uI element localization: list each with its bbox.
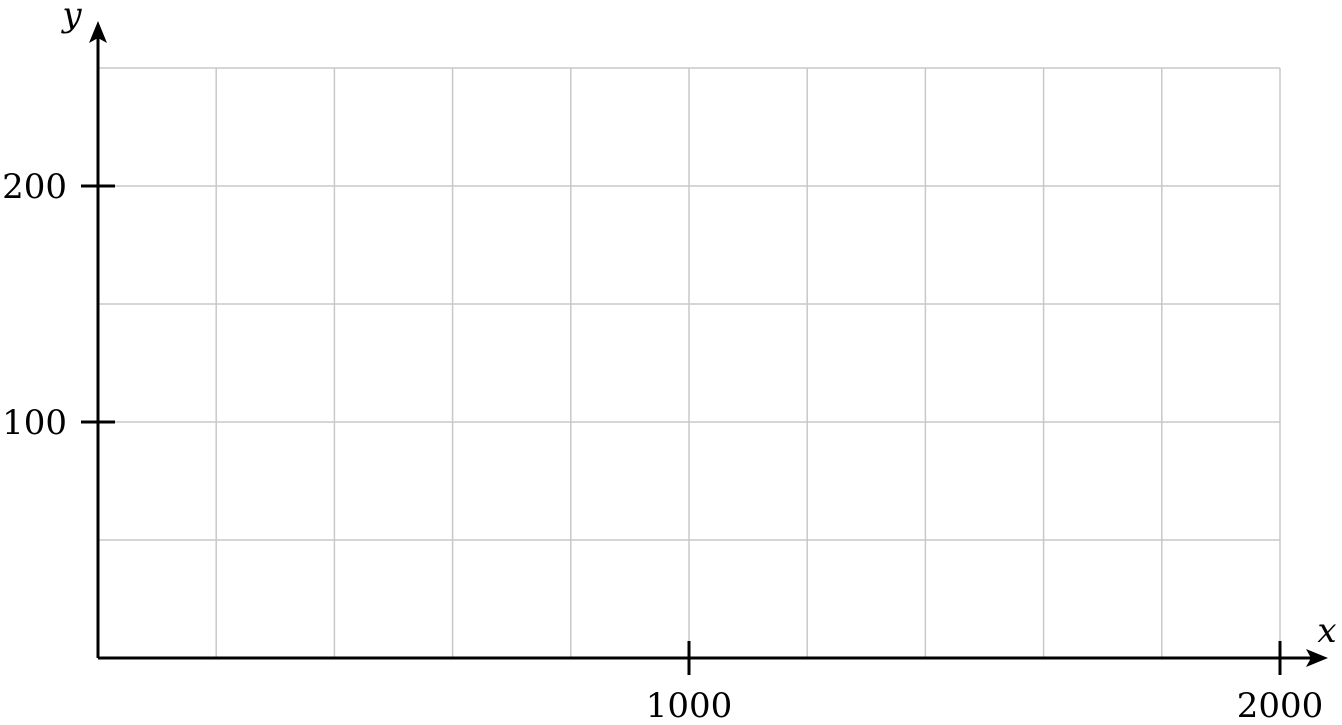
ticks: 1000 2000 100 200 xyxy=(2,167,1323,725)
y-tick-label: 100 xyxy=(2,403,67,443)
x-tick-label: 1000 xyxy=(646,686,733,725)
y-axis-arrow-icon xyxy=(89,21,107,43)
x-axis-arrow-icon xyxy=(1306,649,1328,667)
x-tick-label: 2000 xyxy=(1237,686,1324,725)
y-tick-label: 200 xyxy=(2,167,67,207)
x-axis-label: x xyxy=(1317,611,1336,651)
y-axis-label: y xyxy=(60,0,82,35)
grid xyxy=(98,67,1281,658)
axes xyxy=(89,21,1328,667)
